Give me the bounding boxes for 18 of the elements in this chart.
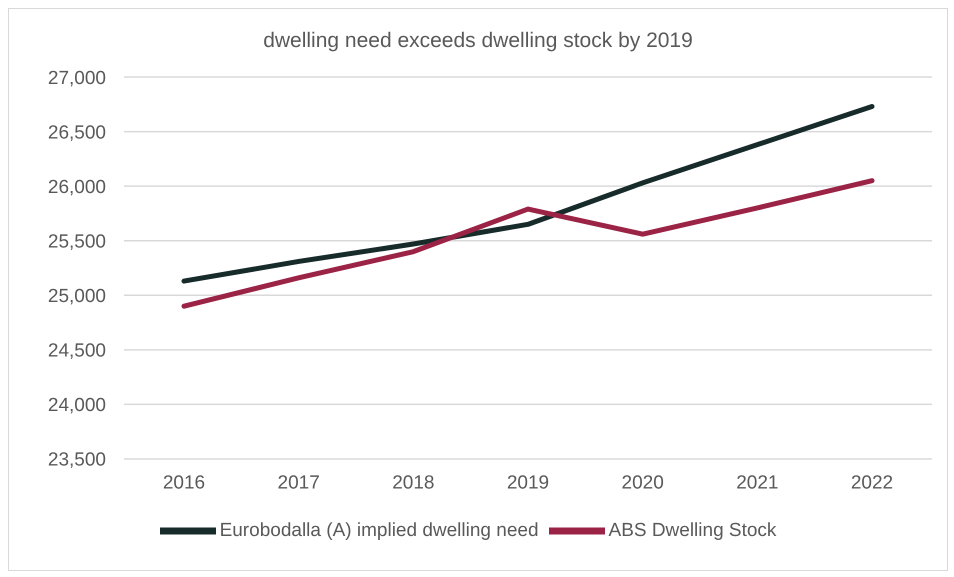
x-tick-label: 2019 [506,472,550,494]
y-tick-label: 26,500 [48,122,106,144]
y-tick-label: 24,500 [48,340,106,362]
x-tick-label: 2017 [278,472,320,494]
y-tick-label: 27,000 [48,68,106,89]
legend-label: ABS Dwelling Stock [608,520,776,542]
y-tick-label: 25,000 [48,286,106,308]
y-tick-label: 23,500 [48,450,106,471]
legend-label: Eurobodalla (A) implied dwelling need [220,520,539,542]
x-tick-label: 2021 [736,472,778,494]
x-tick-label: 2016 [162,472,206,494]
y-tick-label: 26,000 [48,176,106,198]
y-tick-label: 25,500 [48,231,106,252]
x-tick-label: 2020 [622,472,664,494]
x-tick-label: 2022 [850,472,894,494]
chart-title: dwelling need exceeds dwelling stock by 2019 [262,29,694,53]
y-tick-label: 24,000 [48,395,106,416]
x-tick-label: 2018 [392,472,434,494]
